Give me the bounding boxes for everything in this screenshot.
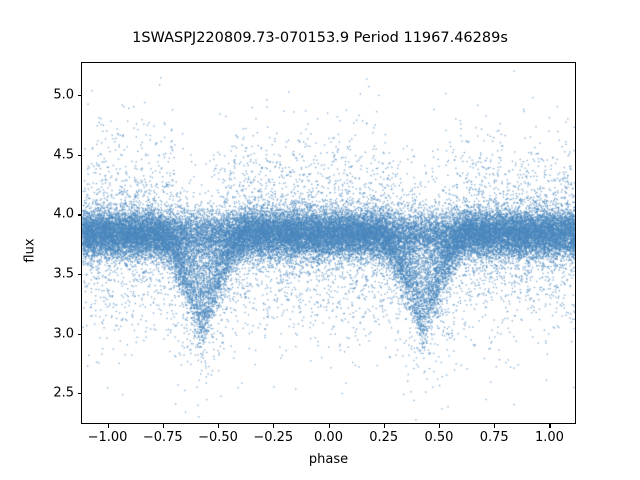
y-tick-label: 4.5 [53, 147, 74, 163]
x-tick-label: 0.25 [369, 430, 399, 445]
x-tick-mark [383, 424, 385, 428]
y-tick-mark [77, 393, 81, 395]
scatter-plot-canvas [82, 63, 575, 423]
x-tick-mark [107, 424, 109, 428]
x-tick-mark [273, 424, 275, 428]
x-tick-label: 0.75 [479, 430, 509, 445]
x-tick-label: 0.50 [424, 430, 454, 445]
y-tick-label: 3.0 [53, 326, 74, 341]
y-tick-label: 5.0 [53, 87, 74, 103]
y-tick-mark [77, 333, 81, 335]
x-tick-label: −1.00 [87, 430, 128, 445]
x-tick-mark [328, 424, 330, 428]
page-title: 1SWASPJ220809.73-070153.9 Period 11967.4… [132, 30, 508, 46]
plot-axes [81, 62, 576, 424]
x-tick-label: −0.50 [198, 430, 238, 445]
y-tick-label: 2.5 [53, 385, 74, 401]
y-tick-mark [77, 214, 81, 216]
x-tick-mark [438, 424, 441, 428]
x-tick-mark [549, 424, 551, 428]
y-axis-label: flux [22, 238, 38, 263]
y-axis-tick-labels: 2.5 3.0 3.5 4.0 4.5 5.0 [30, 0, 74, 480]
x-tick-mark [218, 424, 220, 428]
x-tick-mark [494, 424, 496, 428]
y-tick-mark [77, 154, 81, 156]
x-tick-label: 1.00 [534, 430, 564, 445]
x-tick-label: −0.75 [142, 430, 183, 445]
y-tick-mark [77, 95, 81, 97]
x-tick-label: −0.25 [253, 430, 294, 445]
x-axis-label: phase [308, 452, 349, 467]
y-tick-mark [77, 273, 81, 276]
x-tick-mark [162, 424, 164, 428]
x-tick-label: 0.00 [314, 430, 343, 445]
y-tick-label: 3.5 [53, 266, 74, 282]
y-tick-label: 4.0 [53, 206, 74, 222]
